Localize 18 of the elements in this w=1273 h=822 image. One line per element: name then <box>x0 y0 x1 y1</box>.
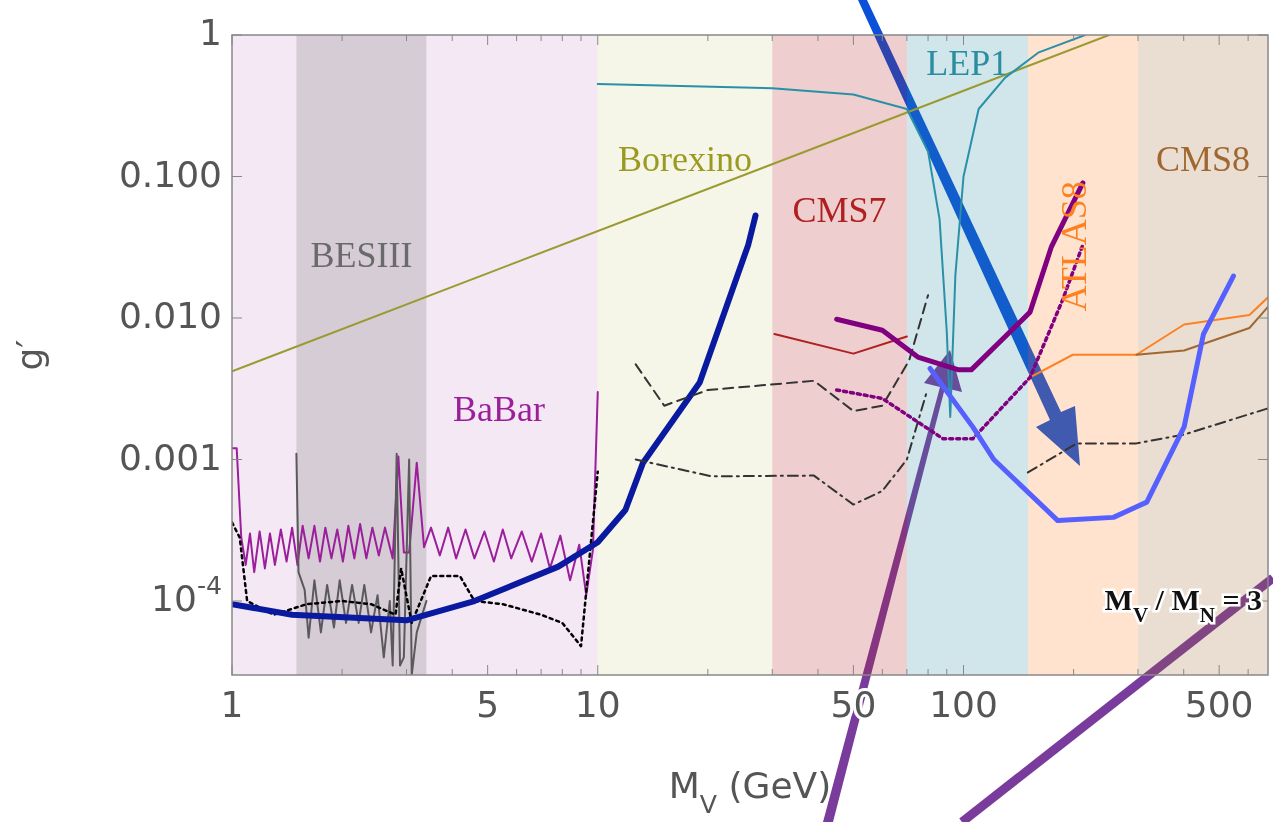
band-label: CMS8 <box>1155 139 1251 180</box>
y-axis-title: g′ <box>9 339 50 371</box>
y-tick-label: 0.100 <box>118 153 222 195</box>
x-tick-label: 500 <box>1184 684 1254 725</box>
y-tick-label: 0.001 <box>118 436 222 478</box>
band-label: BaBar <box>453 388 545 429</box>
x-tick-label: 10 <box>574 684 621 725</box>
band-label: LEP1 <box>926 43 1009 84</box>
y-tick-label: 1 <box>199 12 222 53</box>
band-label: ATLAS8 <box>1053 181 1094 312</box>
band-label: Borexino <box>618 139 752 180</box>
x-tick-label: 5 <box>476 684 500 725</box>
x-axis-title: M$_{V}$ (GeV) <box>668 765 832 819</box>
y-tick-label: 10$^{-4}$ <box>151 570 222 620</box>
x-tick-label: 100 <box>929 684 998 725</box>
band-label: BESIII <box>310 235 413 276</box>
band-label: CMS7 <box>792 190 887 231</box>
y-tick-label: 0.010 <box>118 295 222 337</box>
